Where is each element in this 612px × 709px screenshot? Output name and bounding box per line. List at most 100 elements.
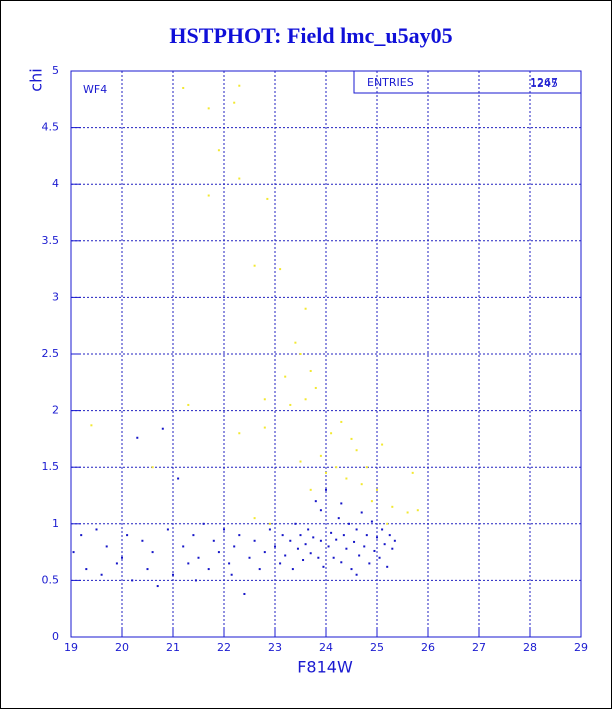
point [337,517,340,520]
point [373,549,376,552]
point [151,551,154,554]
point [131,579,134,582]
point [182,545,185,548]
point [253,264,256,267]
point [342,534,345,537]
point [238,84,241,87]
point [383,543,386,546]
point [309,369,312,372]
point [325,488,327,491]
point [197,556,200,559]
point [386,522,389,525]
point [363,545,366,548]
point [317,556,320,559]
y-tick-label: 1.5 [42,460,60,473]
point [192,534,195,537]
x-tick-label: 25 [370,641,384,654]
point [358,554,361,557]
point [294,522,297,525]
x-tick-label: 20 [115,641,129,654]
point [312,536,315,539]
x-tick-label: 28 [523,641,537,654]
point [263,398,266,401]
point [233,545,236,548]
point [263,426,266,429]
point [294,341,297,344]
point [335,466,338,469]
stats-value: 1267 [530,76,558,89]
point [115,562,118,565]
point [233,101,236,104]
point [284,375,287,378]
point [136,436,139,439]
point [370,500,373,503]
point [207,568,210,571]
point [172,573,174,576]
point [327,545,330,548]
point [381,528,384,531]
point [381,443,384,446]
point [378,556,381,559]
point [228,562,231,565]
point [388,534,391,537]
point [314,500,317,503]
y-tick-label: 4 [52,177,59,190]
chart-title: HSTPHOT: Field lmc_u5ay05 [169,23,452,48]
point [263,551,266,554]
point [296,547,299,550]
point [217,149,220,152]
point [166,528,169,531]
point [386,565,389,568]
x-tick-label: 23 [268,641,282,654]
point [406,511,409,514]
point [330,531,333,534]
point [376,536,378,539]
point [274,545,276,548]
point [332,556,335,559]
point [370,520,373,523]
point [319,509,322,512]
stats-label: ENTRIES [367,76,414,89]
point [177,477,180,480]
point [238,177,241,180]
point [391,505,394,508]
point [350,437,353,440]
y-tick-label: 2.5 [42,347,60,360]
point [105,545,108,548]
point [243,592,246,595]
point [365,534,368,537]
point [258,568,261,571]
point [156,585,159,588]
point [187,562,190,565]
point [345,547,348,550]
point [238,432,241,435]
point [330,432,333,435]
point [345,477,348,480]
point [194,579,197,582]
point [202,522,205,525]
y-tick-label: 3 [52,290,59,303]
x-tick-label: 21 [166,641,180,654]
point [161,427,164,430]
point [325,471,327,474]
point [355,573,358,576]
y-axis-label: chi [27,68,46,91]
point [279,562,282,565]
point [253,539,256,542]
point [217,551,220,554]
point [319,539,322,542]
point [268,522,271,525]
x-tick-label: 29 [574,641,588,654]
point [207,107,210,110]
point [266,197,269,200]
point [307,528,310,531]
point [281,534,284,537]
x-tick-label: 22 [217,641,231,654]
point [141,539,144,542]
point [95,528,98,531]
point [223,528,225,531]
stats-value: 1245 [530,77,558,90]
point [340,561,343,564]
point [72,551,75,554]
